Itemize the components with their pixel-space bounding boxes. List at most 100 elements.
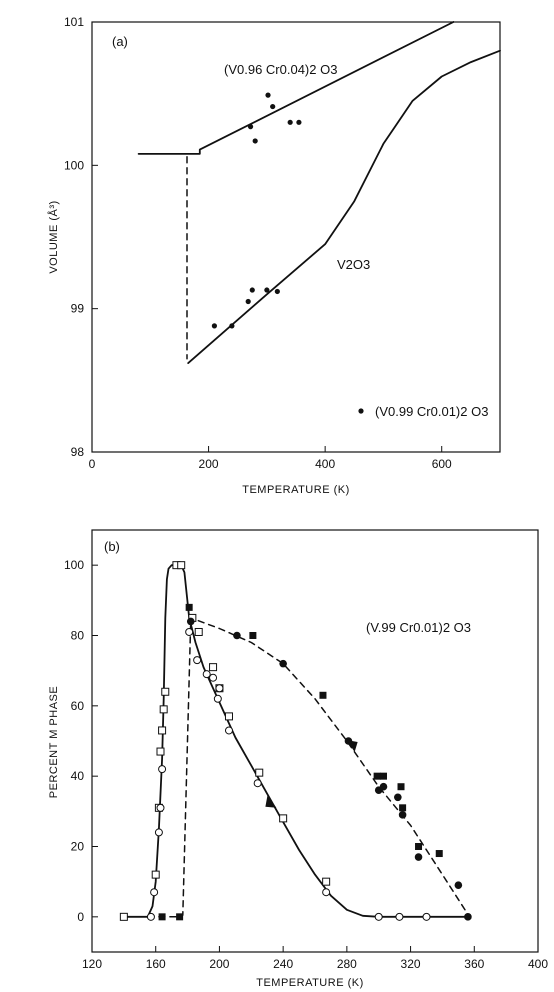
panel-a-data-point <box>229 323 235 329</box>
panel-a-data-point <box>296 119 302 125</box>
panel-b-x-tick-label: 320 <box>401 957 421 971</box>
panel-a-label: (a) <box>112 34 128 49</box>
panel-b-open-square-point <box>279 814 288 823</box>
panel-b-filled-square-point <box>373 772 381 780</box>
panel-b-open-circle-point <box>209 673 218 682</box>
panel-b-x-tick-label: 280 <box>337 957 357 971</box>
panel-b-open-square-point <box>224 712 233 721</box>
panel-a-data-point <box>249 287 255 293</box>
panel-a-data-point <box>252 138 258 144</box>
panel-a-data-point <box>274 288 280 295</box>
panel-b-label: (b) <box>104 539 120 554</box>
panel-b-y-tick-label: 60 <box>71 699 85 713</box>
panel-b-filled-circle-point <box>414 853 423 861</box>
panel-b-y-tick-label: 20 <box>71 840 85 854</box>
panel-a-x-tick-label: 600 <box>432 457 452 471</box>
panel-a-y-tick-label: 100 <box>64 158 84 172</box>
panel-a-plot-frame <box>91 21 501 453</box>
panel-b-open-circle-point <box>422 912 431 921</box>
panel-b-x-tick-label: 160 <box>146 957 166 971</box>
panel-a-v2o3-label: V2O3 <box>337 257 370 272</box>
panel-b-open-circle-point <box>156 803 165 812</box>
panel-a-data-point <box>270 103 276 110</box>
panel-b-open-square-point <box>151 870 160 879</box>
panel-b-compound-label: (V.99 Cr0.01)2 O3 <box>366 620 471 635</box>
panel-b-filled-square-point <box>185 603 193 611</box>
panel-b-filled-circle-point <box>186 617 195 626</box>
panel-a-data-point <box>264 287 270 293</box>
panel-a-y-tick-label: 98 <box>71 445 85 459</box>
panel-b-filled-circle-point <box>398 811 407 819</box>
panel-b-y-tick-label: 100 <box>64 558 84 572</box>
panel-b-cooling-arrow <box>265 795 277 808</box>
panel-a-x-tick-label: 400 <box>315 457 335 471</box>
panel-b-open-circle-point <box>150 888 159 897</box>
panel-a-solid-curve-0 <box>137 21 455 155</box>
panel-b-open-circle-point <box>395 912 404 921</box>
panel-b-open-circle-point <box>213 694 222 703</box>
panel-b-filled-square-point <box>399 804 407 812</box>
panel-a-y-axis-label: VOLUME (Å³) <box>47 200 60 273</box>
panel-a-solid-curve-1 <box>187 49 501 364</box>
panel-b-open-circle-point <box>215 684 224 693</box>
panel-b-x-tick-label: 200 <box>209 957 229 971</box>
panel-b-filled-square-point <box>249 632 257 639</box>
panel-b-open-square-point <box>209 663 218 672</box>
panel-b-open-square-point <box>158 726 167 735</box>
panel-b-open-square-point <box>119 912 128 921</box>
panel-b-y-tick-label: 40 <box>71 769 85 783</box>
panel-b-open-square-point <box>255 768 264 777</box>
panel-b-filled-square-point <box>435 850 443 858</box>
panel-b-y-tick-label: 80 <box>71 629 85 643</box>
panel-b-filled-circle-point <box>394 793 402 802</box>
panel-b-filled-square-point <box>397 783 405 791</box>
panel-b-y-tick-label: 0 <box>77 910 84 924</box>
panel-b-open-circle-point <box>146 912 155 921</box>
panel-b-filled-square-point <box>379 772 387 780</box>
panel-b-filled-square-point <box>158 913 166 921</box>
panel-b-open-square-point <box>156 747 165 756</box>
panel-b-open-circle-point <box>322 888 331 897</box>
panel-b-plot-frame <box>91 529 539 953</box>
panel-a-data-point <box>265 92 271 98</box>
panel-b-open-circle-point <box>158 765 167 774</box>
panel-b-filled-circle-point <box>233 631 241 640</box>
panel-a: (a) (V0.96 Cr0.04)2 O3 V2O3 (V0.99 Cr0.0… <box>47 15 501 496</box>
panel-a-data-point <box>211 323 217 329</box>
panel-a-upper-curve-label: (V0.96 Cr0.04)2 O3 <box>224 62 337 77</box>
panel-a-x-tick-label: 0 <box>89 457 96 471</box>
panel-b-open-square-point <box>161 687 170 696</box>
panel-a-data-point <box>245 298 251 305</box>
panel-b-open-circle-point <box>154 828 163 837</box>
panel-b-open-circle-point <box>193 656 202 665</box>
panel-a-x-tick-label: 200 <box>199 457 219 471</box>
panel-b-filled-square-point <box>319 691 327 699</box>
panel-b: (b) (V.99 Cr0.01)2 O3 TEMPERATURE (K) PE… <box>48 529 548 989</box>
panel-b-x-tick-label: 240 <box>273 957 293 971</box>
panel-b-filled-square-point <box>415 843 423 850</box>
panel-b-open-circle-point <box>185 627 194 636</box>
panel-b-y-axis-label: PERCENT M PHASE <box>48 686 60 798</box>
panel-b-open-square-point <box>194 627 203 636</box>
panel-a-data-point <box>247 124 254 130</box>
panel-a-legend-label: (V0.99 Cr0.01)2 O3 <box>375 404 488 419</box>
panel-a-y-tick-label: 101 <box>64 15 84 29</box>
panel-b-open-circle-point <box>253 779 262 788</box>
panel-b-filled-circle-point <box>464 913 472 921</box>
panel-b-x-tick-label: 400 <box>528 957 548 971</box>
panel-a-legend-marker <box>358 408 364 414</box>
panel-b-x-axis-label: TEMPERATURE (K) <box>256 977 364 989</box>
panel-a-x-axis-label: TEMPERATURE (K) <box>242 484 350 496</box>
panel-b-open-circle-point <box>202 670 211 679</box>
panel-b-x-tick-label: 360 <box>464 957 484 971</box>
panel-a-y-tick-label: 99 <box>71 302 85 316</box>
panel-a-data-point <box>287 119 293 125</box>
panel-b-open-square-point <box>159 705 168 714</box>
panel-b-warming-arrow <box>346 740 358 753</box>
panel-b-solid-curve-0 <box>123 564 471 918</box>
panel-b-filled-circle-point <box>279 659 287 668</box>
panel-b-x-tick-label: 120 <box>82 957 102 971</box>
panel-b-filled-circle-point <box>454 881 463 889</box>
panel-b-open-square-point <box>322 877 331 886</box>
